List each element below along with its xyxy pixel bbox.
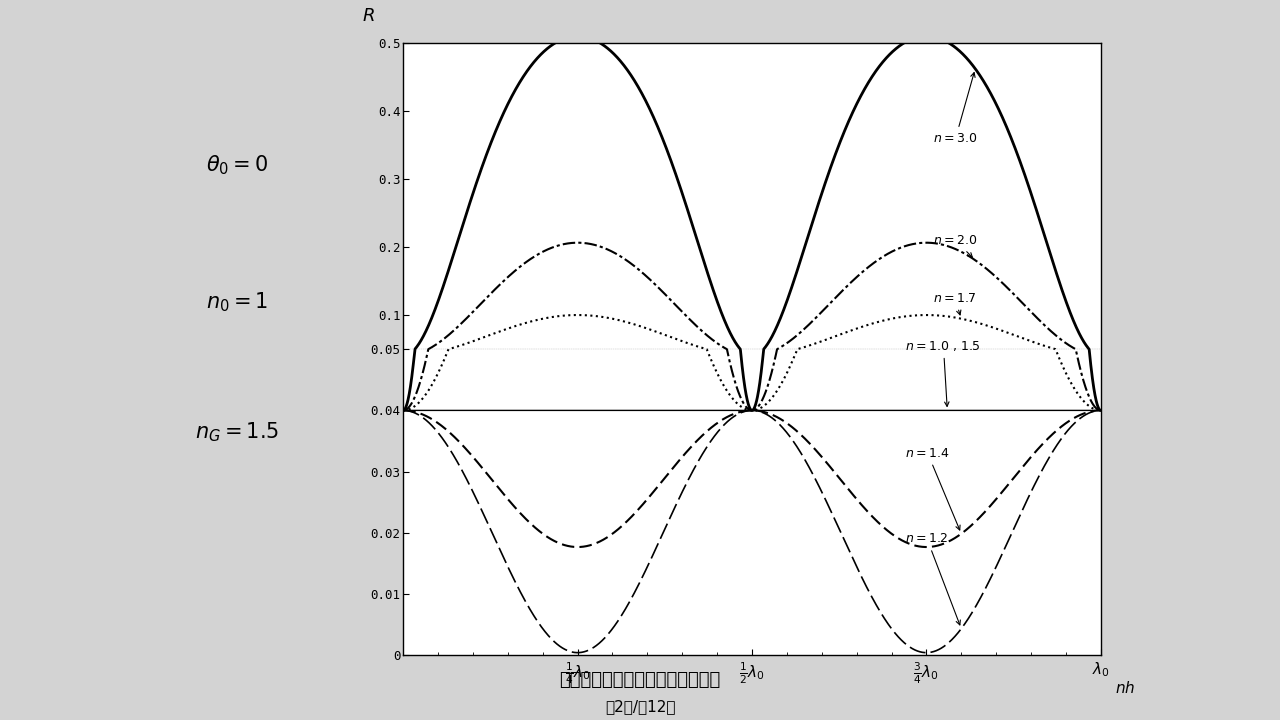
Text: 第2页/全12页: 第2页/全12页 [604,700,676,714]
Text: $R$: $R$ [362,6,375,24]
Text: $n = 1.4$: $n = 1.4$ [905,446,960,530]
Text: $nh$: $nh$ [1115,680,1135,696]
Text: $n = 1.2$: $n = 1.2$ [905,532,960,625]
Text: $n = 1.0$ , $1.5$: $n = 1.0$ , $1.5$ [905,339,982,406]
Text: $\theta_0 = 0$: $\theta_0 = 0$ [206,154,268,177]
Text: $n = 3.0$: $n = 3.0$ [933,73,978,145]
Text: $n = 2.0$: $n = 2.0$ [933,234,978,257]
Text: $n_0 = 1$: $n_0 = 1$ [206,291,268,314]
Text: 介质膜反射率随其光学厂度的变化: 介质膜反射率随其光学厂度的变化 [559,671,721,690]
Text: $n_G = 1.5$: $n_G = 1.5$ [195,420,279,444]
Text: $n = 1.7$: $n = 1.7$ [933,292,977,315]
